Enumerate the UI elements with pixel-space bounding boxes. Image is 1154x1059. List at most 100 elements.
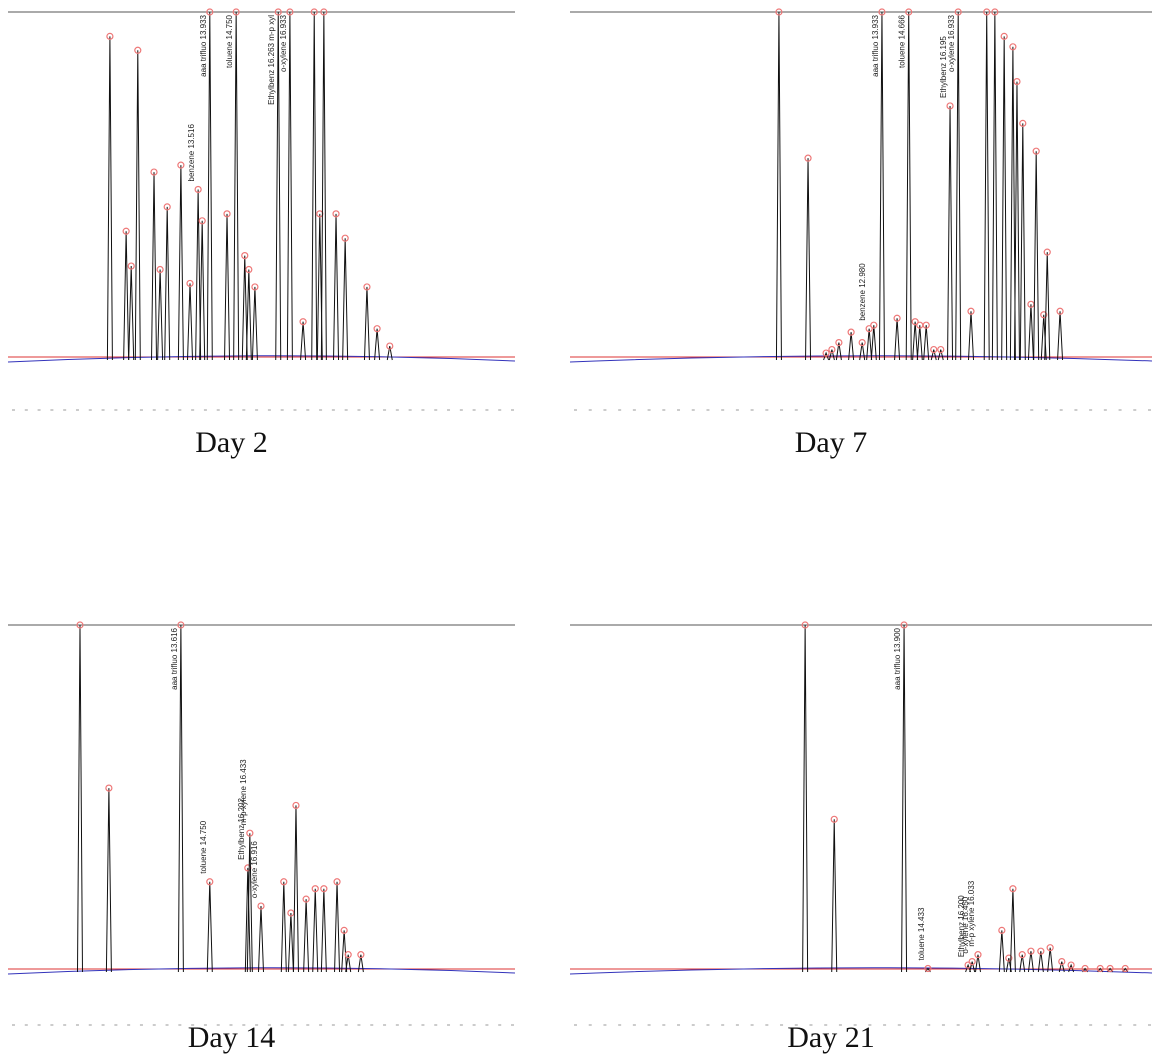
peak-marker [320, 885, 328, 893]
peak-marker [1040, 311, 1048, 319]
peak [802, 624, 809, 973]
peak-marker [299, 318, 307, 326]
peak-marker [251, 283, 259, 291]
peak [805, 158, 812, 361]
peak [257, 906, 264, 973]
peak-marker [223, 210, 231, 218]
chromatogram-panel: benzene 13.516 aaa trifluo 13.933 toluene … [7, 8, 516, 459]
peak-marker [835, 339, 843, 347]
peak-marker [1032, 147, 1040, 155]
peak [1001, 36, 1008, 361]
peak-marker [1009, 885, 1017, 893]
peak [878, 11, 885, 361]
peak [233, 11, 240, 361]
peak [1027, 304, 1034, 361]
peak-marker [206, 878, 214, 886]
peak [105, 788, 112, 973]
peak-marker [924, 964, 932, 973]
peak-label: o-xylene 16.916 [250, 841, 259, 898]
peak-marker [1056, 307, 1064, 315]
panel-caption: Day 14 [188, 1021, 275, 1054]
peak [1027, 951, 1034, 973]
panel-caption: Day 21 [787, 1021, 874, 1054]
chromatogram-panel: aaa trifluo 13.616 toluene 14.750 Ethylben… [7, 621, 516, 1054]
peak [1037, 951, 1044, 973]
peak-marker [830, 815, 838, 823]
peak-marker [373, 325, 381, 333]
peak-marker [946, 102, 954, 110]
peak-marker [286, 8, 294, 16]
peak-marker [822, 349, 830, 357]
peak-marker [878, 8, 886, 16]
peak-marker [1013, 77, 1021, 86]
peak-marker [937, 345, 945, 354]
peak-label: aaa trifluo 13.900 [893, 627, 902, 689]
peak-marker [998, 926, 1006, 934]
peak-marker [1037, 947, 1045, 955]
peak [287, 912, 294, 973]
peak [912, 321, 919, 361]
peak-marker [1081, 964, 1089, 973]
peak [311, 11, 318, 361]
peak [1009, 888, 1016, 973]
peak-marker [1027, 947, 1035, 955]
peak-marker [386, 342, 394, 350]
peak [333, 213, 340, 361]
peak [923, 325, 930, 361]
peak [1019, 954, 1026, 973]
peak [246, 833, 253, 973]
peak [905, 11, 912, 361]
peak [123, 231, 130, 361]
peak-marker [177, 161, 185, 169]
peak [157, 269, 164, 361]
peak-label: Ethylbenz 16.200 [957, 895, 966, 957]
peak-marker [311, 885, 319, 893]
peak-marker [1058, 957, 1066, 966]
peak [199, 220, 206, 361]
peak-marker [893, 314, 901, 322]
peak [998, 930, 1005, 973]
peak [1044, 252, 1051, 361]
peak-marker [804, 154, 812, 162]
peak [342, 238, 349, 361]
peak [894, 318, 901, 361]
panel-caption: Day 7 [795, 426, 867, 459]
peak [775, 11, 782, 361]
peak [1058, 961, 1065, 973]
peak [280, 881, 287, 973]
peak [187, 283, 194, 361]
peak-marker [105, 784, 113, 792]
peak-marker [983, 8, 991, 16]
peak-label: o-xylene 16.933 [279, 14, 288, 71]
panel-caption: Day 2 [195, 426, 267, 459]
peak-label: benzene 12.980 [858, 263, 867, 321]
peak-marker [177, 621, 185, 629]
peak-label: aaa trifluo 13.933 [871, 14, 880, 76]
peak-label: toluene 14.750 [199, 820, 208, 873]
peak [1068, 963, 1075, 973]
peak [312, 888, 319, 973]
peak [831, 819, 838, 973]
peak-marker [363, 283, 371, 291]
peak-marker [341, 234, 349, 242]
peak-marker [930, 345, 938, 354]
peak-marker [257, 902, 265, 910]
peak-label: Ethylbenz 16.195 [939, 36, 948, 98]
peak-marker [1018, 951, 1026, 959]
peak [128, 266, 135, 361]
peak [195, 189, 202, 361]
peak-marker [911, 318, 919, 326]
peak [177, 624, 184, 973]
peak-marker [954, 8, 962, 16]
peak [823, 351, 830, 361]
peak-marker [900, 621, 908, 629]
peak-label: Ethylbenz 16.202 [237, 798, 246, 860]
peak [206, 11, 213, 361]
peak-marker [302, 895, 310, 903]
peak [1033, 151, 1040, 361]
peak [969, 961, 976, 973]
peak [206, 881, 213, 973]
peak [1013, 81, 1020, 361]
